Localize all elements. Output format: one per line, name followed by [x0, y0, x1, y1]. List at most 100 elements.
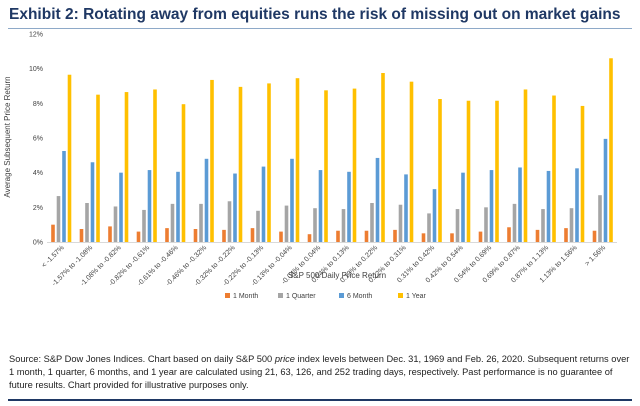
exhibit-title: Exhibit 2: Rotating away from equities r… [9, 6, 621, 23]
bar-6-month [546, 170, 551, 242]
legend-swatch [398, 293, 403, 298]
bar-1-month [421, 233, 426, 242]
bar-1-month [51, 224, 55, 242]
bar-1-year [295, 78, 300, 242]
legend-swatch [339, 293, 344, 298]
bar-6-month [119, 172, 123, 242]
bar-6-month [461, 172, 465, 242]
bar-1-quarter [512, 203, 517, 242]
y-tick-label: 4% [33, 170, 43, 177]
bar-1-year [495, 100, 499, 242]
labels-layer: < -1.57%-1.57% to -1.08%-1.08% to -0.82%… [41, 244, 607, 287]
bar-6-month [575, 168, 579, 242]
bar-1-month [307, 234, 312, 242]
bar-1-quarter [284, 205, 289, 242]
bar-1-month [279, 231, 283, 242]
bar-1-year [181, 104, 186, 242]
legend-label: 1 Quarter [286, 293, 316, 300]
bar-1-year [523, 89, 528, 242]
bar-1-quarter [569, 208, 574, 242]
bar-6-month [176, 171, 180, 242]
bar-1-year [153, 89, 157, 242]
bar-6-month [204, 158, 209, 242]
y-tick-label: 2% [33, 205, 43, 212]
source-text-after: index levels between Dec. 31, 1969 and F… [9, 354, 630, 390]
bar-1-quarter [85, 203, 89, 242]
bar-1-quarter [541, 209, 545, 242]
bar-1-year [238, 86, 243, 242]
bar-6-month [603, 138, 608, 242]
bar-1-month [592, 230, 597, 242]
bar-1-month [364, 230, 369, 242]
legend-label: 1 Year [406, 293, 427, 300]
bar-1-year [438, 99, 442, 242]
bar-1-year [352, 88, 357, 242]
bar-6-month [375, 157, 380, 242]
bar-1-quarter [370, 203, 374, 242]
bar-1-month [450, 233, 454, 242]
footer-divider [8, 399, 632, 401]
bar-1-quarter [142, 209, 146, 242]
y-tick-label: 0% [33, 240, 43, 247]
legend-label: 6 Month [347, 293, 372, 300]
bar-1-quarter [455, 209, 460, 242]
bar-1-quarter [113, 206, 118, 242]
source-text-before: Source: S&P Dow Jones Indices. Chart bas… [9, 354, 275, 364]
bar-1-quarter [398, 204, 403, 242]
bar-1-quarter [484, 207, 488, 242]
axes-layer: 0% 2% 4% 6% 8% 10% 12% [29, 32, 617, 247]
source-note: Source: S&P Dow Jones Indices. Chart bas… [9, 353, 633, 392]
bar-1-month [250, 228, 255, 242]
bar-1-month [108, 226, 112, 242]
bar-1-quarter [170, 203, 175, 242]
source-text-italic: price [274, 354, 295, 364]
y-tick-label: 6% [33, 136, 43, 143]
bar-1-quarter [598, 195, 602, 242]
bar-1-year [267, 83, 271, 243]
x-axis-title: S&P 500 Daily Price Return [288, 271, 386, 280]
bar-1-year [67, 74, 72, 242]
bar-1-year [124, 92, 129, 242]
bar-1-quarter [427, 213, 431, 242]
bar-1-year [324, 90, 328, 242]
bar-chart: 0% 2% 4% 6% 8% 10% 12% < -1.57%-1.57% to -1.08… [3, 32, 617, 300]
legend-label: 1 Month [233, 293, 258, 300]
bars-layer [51, 58, 613, 243]
bar-6-month [518, 167, 522, 242]
bar-6-month [404, 174, 408, 242]
bar-1-year [466, 100, 471, 242]
bar-1-year [381, 73, 385, 242]
bar-6-month [147, 170, 152, 242]
bar-1-quarter [227, 201, 232, 242]
title-divider [8, 28, 632, 29]
bar-6-month [489, 170, 494, 242]
bar-1-month [193, 229, 198, 242]
bar-1-month [507, 227, 511, 242]
bar-1-year [96, 94, 100, 242]
bar-1-month [393, 229, 397, 242]
bar-1-quarter [56, 196, 61, 242]
bar-6-month [62, 151, 66, 242]
bar-6-month [318, 170, 323, 242]
bar-1-month [564, 228, 568, 242]
bar-1-year [580, 105, 585, 243]
bar-6-month [347, 171, 351, 242]
bar-6-month [290, 158, 294, 242]
legend-swatch [225, 293, 230, 298]
bar-1-month [79, 229, 84, 242]
bar-1-quarter [256, 210, 260, 242]
bar-1-year [210, 79, 214, 243]
x-tick-label: > 1.56% [584, 244, 607, 267]
bar-6-month [233, 173, 237, 242]
bar-6-month [261, 166, 266, 242]
y-tick-label: 12% [29, 32, 43, 39]
bar-1-quarter [313, 208, 317, 242]
legend-swatch [278, 293, 283, 298]
y-axis-title: Average Subsequent Price Return [3, 76, 12, 197]
bar-6-month [90, 162, 95, 242]
y-tick-label: 10% [29, 66, 43, 73]
bar-1-month [222, 229, 226, 242]
bar-1-month [336, 230, 340, 242]
bar-6-month [432, 189, 437, 242]
y-tick-label: 8% [33, 101, 43, 108]
